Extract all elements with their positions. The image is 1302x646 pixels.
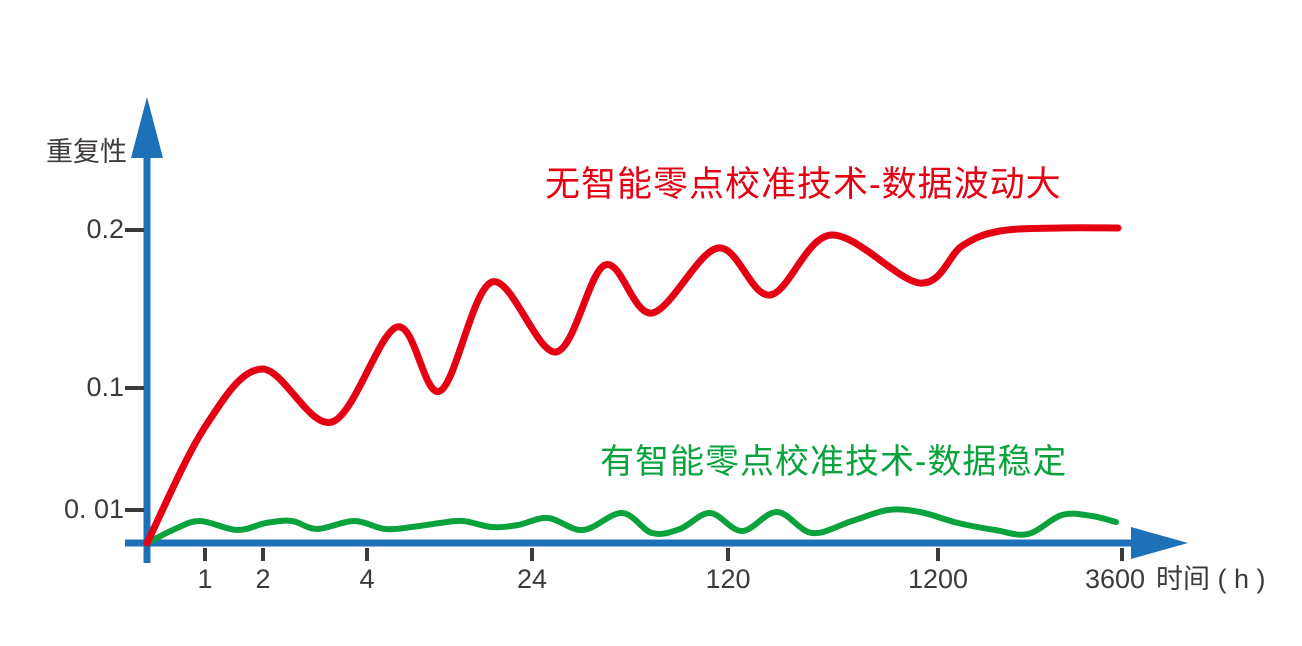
- green-curve: [144, 506, 1119, 546]
- x-tick-label-4: 120: [705, 564, 751, 594]
- y-tick-label-2: 0. 01: [63, 494, 124, 524]
- series-label-green: 有智能零点校准技术-数据稳定: [600, 443, 1068, 481]
- x-axis-title: 时间 ( h ): [1156, 564, 1266, 594]
- x-tick-label-3: 24: [516, 564, 548, 594]
- red-curve: [143, 224, 1122, 547]
- y-axis-title: 重复性: [46, 137, 127, 167]
- y-tick-label-0: 0.2: [86, 214, 124, 244]
- x-tick-label-1: 2: [255, 564, 271, 594]
- x-tick-label-6: 3600: [1084, 564, 1146, 594]
- x-axis-arrow-icon: [1131, 527, 1188, 559]
- x-tick-label-0: 1: [197, 564, 213, 594]
- x-tick-label-2: 4: [359, 564, 375, 594]
- x-tick-label-5: 1200: [907, 564, 969, 594]
- series-label-red: 无智能零点校准技术-数据波动大: [545, 165, 1062, 204]
- y-axis-arrow-icon: [131, 97, 163, 158]
- y-tick-label-1: 0.1: [86, 372, 124, 402]
